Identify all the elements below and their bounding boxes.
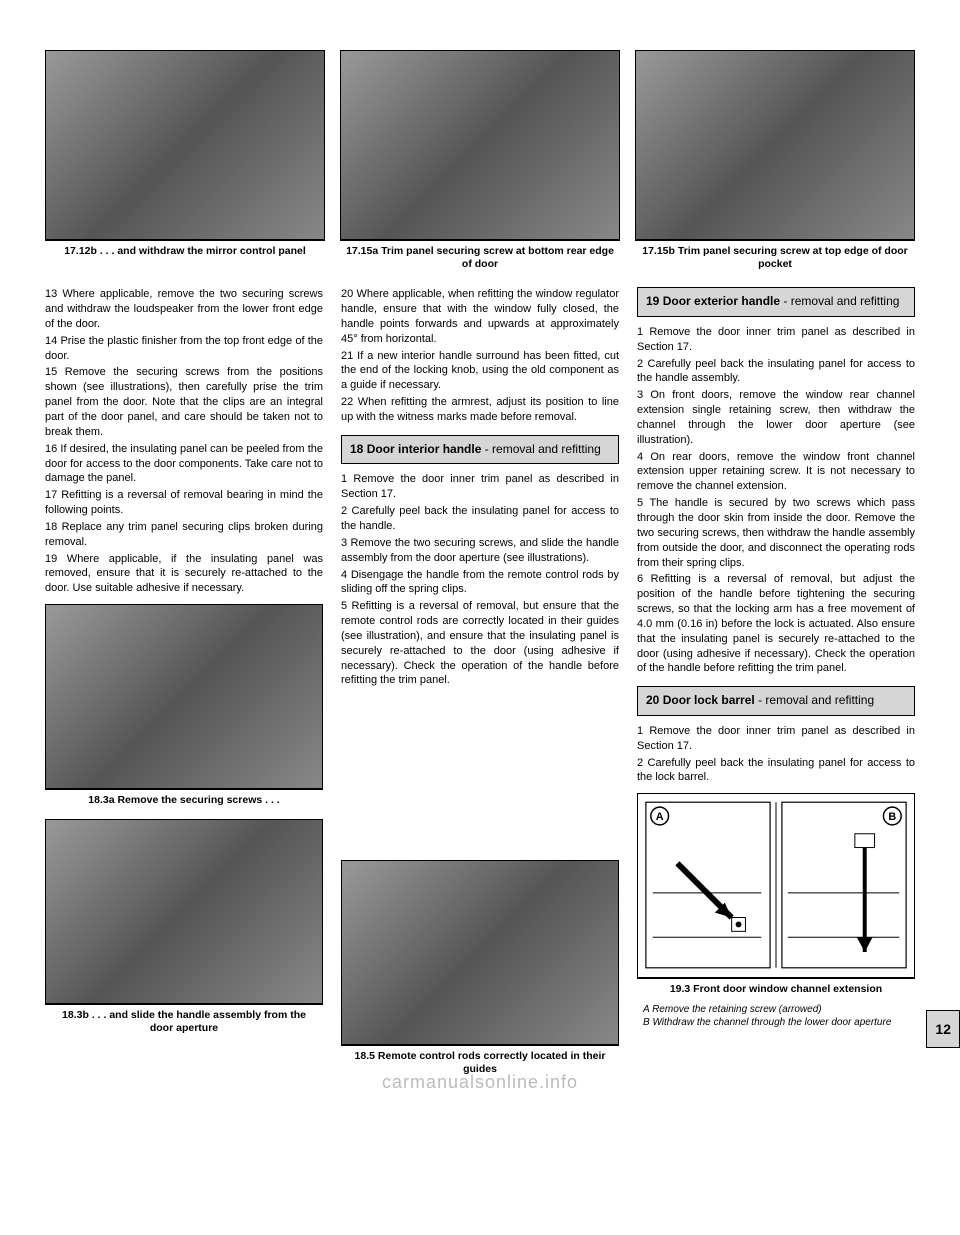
section-sub: - removal and refitting	[780, 294, 899, 308]
para: 1 Remove the door inner trim panel as de…	[637, 724, 915, 754]
photo-placeholder	[635, 50, 915, 240]
section-title: Door exterior handle	[663, 294, 780, 308]
figure-caption: 18.3a Remove the securing screws . . .	[45, 789, 323, 811]
para: 17 Refitting is a reversal of removal be…	[45, 488, 323, 518]
para: 2 Carefully peel back the insulating pan…	[341, 504, 619, 534]
column-3: 19 Door exterior handle - removal and re…	[637, 287, 915, 1080]
para: 2 Carefully peel back the insulating pan…	[637, 756, 915, 786]
column-1: 13 Where applicable, remove the two secu…	[45, 287, 323, 1080]
figure-18-3a: 18.3a Remove the securing screws . . .	[45, 604, 323, 811]
figure-caption: 17.15b Trim panel securing screw at top …	[635, 240, 915, 275]
column-2: 20 Where applicable, when refitting the …	[341, 287, 619, 1080]
para: 6 Refitting is a reversal of removal, bu…	[637, 572, 915, 676]
section-sub: - removal and refitting	[755, 693, 874, 707]
para: 16 If desired, the insulating panel can …	[45, 442, 323, 487]
para: 3 On front doors, remove the window rear…	[637, 388, 915, 447]
section-title: Door lock barrel	[663, 693, 755, 707]
para: 1 Remove the door inner trim panel as de…	[637, 325, 915, 355]
section-title: Door interior handle	[367, 442, 482, 456]
figure-caption: 17.15a Trim panel securing screw at bott…	[340, 240, 620, 275]
figure-17-15b: 17.15b Trim panel securing screw at top …	[635, 50, 915, 275]
para: 15 Remove the securing screws from the p…	[45, 365, 323, 439]
para: 22 When refitting the armrest, adjust it…	[341, 395, 619, 425]
figure-17-12b: 17.12b . . . and withdraw the mirror con…	[45, 50, 325, 275]
page-chapter-tab: 12	[926, 1010, 960, 1048]
figure-caption: 19.3 Front door window channel extension	[637, 978, 915, 1000]
photo-placeholder	[45, 819, 323, 1004]
figure-18-3b: 18.3b . . . and slide the handle assembl…	[45, 819, 323, 1039]
diagram-placeholder: A B	[637, 793, 915, 978]
para: 21 If a new interior handle surround has…	[341, 349, 619, 394]
section-number: 19	[646, 294, 659, 308]
section-number: 18	[350, 442, 363, 456]
para: 14 Prise the plastic finisher from the t…	[45, 334, 323, 364]
channel-diagram-svg: A B	[638, 794, 914, 977]
figure-19-3: A B	[637, 793, 915, 1032]
figure-18-5: 18.5 Remote control rods correctly locat…	[341, 860, 619, 1080]
section-18-heading: 18 Door interior handle - removal and re…	[341, 435, 619, 465]
para: 2 Carefully peel back the insulating pan…	[637, 357, 915, 387]
figure-caption: 18.3b . . . and slide the handle assembl…	[45, 1004, 323, 1039]
svg-text:B: B	[888, 811, 896, 823]
para: 20 Where applicable, when refitting the …	[341, 287, 619, 346]
photo-placeholder	[45, 50, 325, 240]
para: 13 Where applicable, remove the two secu…	[45, 287, 323, 332]
svg-text:A: A	[656, 811, 664, 823]
section-20-heading: 20 Door lock barrel - removal and refitt…	[637, 686, 915, 716]
para: 1 Remove the door inner trim panel as de…	[341, 472, 619, 502]
text-columns: 13 Where applicable, remove the two secu…	[45, 287, 915, 1080]
para: 3 Remove the two securing screws, and sl…	[341, 536, 619, 566]
section-number: 20	[646, 693, 659, 707]
section-sub: - removal and refitting	[481, 442, 600, 456]
figure-caption: 17.12b . . . and withdraw the mirror con…	[45, 240, 325, 262]
para: 4 On rear doors, remove the window front…	[637, 450, 915, 495]
photo-placeholder	[340, 50, 620, 240]
para: 5 The handle is secured by two screws wh…	[637, 496, 915, 570]
photo-placeholder	[341, 860, 619, 1045]
para: 19 Where applicable, if the insulating p…	[45, 552, 323, 597]
manual-page: 17.12b . . . and withdraw the mirror con…	[0, 0, 960, 1111]
photo-placeholder	[45, 604, 323, 789]
top-figure-row: 17.12b . . . and withdraw the mirror con…	[45, 50, 915, 275]
section-19-heading: 19 Door exterior handle - removal and re…	[637, 287, 915, 317]
figure-17-15a: 17.15a Trim panel securing screw at bott…	[340, 50, 620, 275]
figure-subcaption: A Remove the retaining screw (arrowed) B…	[637, 1000, 915, 1032]
watermark-text: carmanualsonline.info	[382, 1072, 578, 1093]
para: 4 Disengage the handle from the remote c…	[341, 568, 619, 598]
para: 18 Replace any trim panel securing clips…	[45, 520, 323, 550]
para: 5 Refitting is a reversal of removal, bu…	[341, 599, 619, 688]
